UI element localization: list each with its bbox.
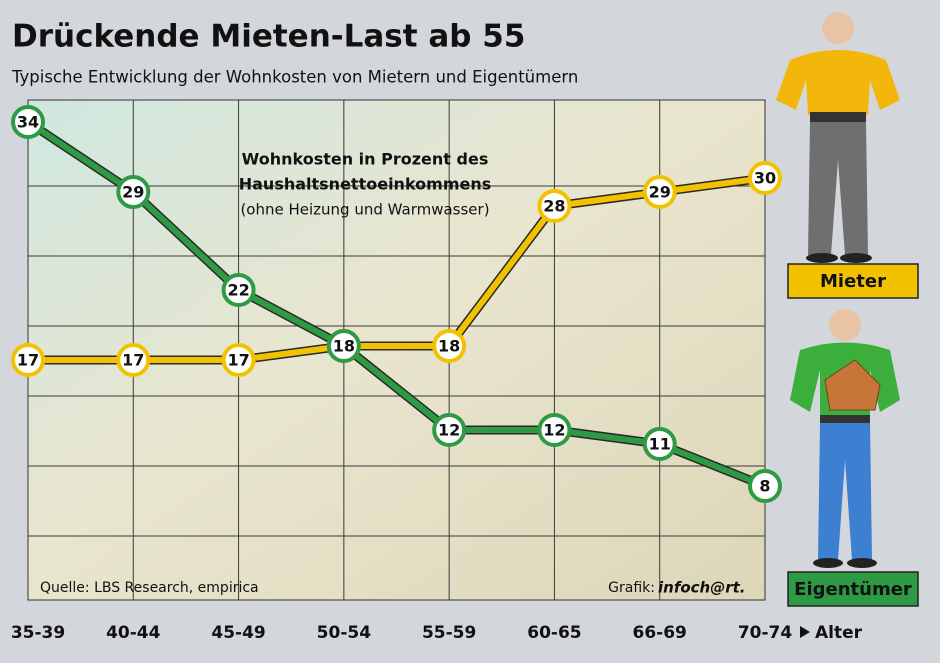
x-axis-label: Alter xyxy=(815,623,863,643)
point-marker xyxy=(748,469,782,503)
point-marker xyxy=(11,105,45,139)
legend-label: Eigentümer xyxy=(794,579,912,600)
data-label: 8 xyxy=(759,477,770,496)
x-tick-label: 60-65 xyxy=(527,623,581,643)
data-label: 29 xyxy=(649,183,671,202)
x-tick-label: 40-44 xyxy=(106,623,161,643)
data-label: 28 xyxy=(543,197,565,216)
chart-title: Drückende Mieten-Last ab 55 xyxy=(12,19,525,55)
point-marker xyxy=(326,329,361,363)
point-marker xyxy=(642,175,677,209)
x-tick-label: 66-69 xyxy=(633,623,687,643)
point-marker xyxy=(221,343,256,377)
x-tick-label: 50-54 xyxy=(317,623,372,643)
series-line xyxy=(26,119,767,489)
annotation: (ohne Heizung und Warmwasser) xyxy=(240,201,489,219)
renter-figure xyxy=(776,12,900,263)
data-label: 29 xyxy=(122,183,144,202)
series-line xyxy=(28,175,766,363)
x-tick-label: 35-39 xyxy=(11,623,65,643)
x-tick-label: 55-59 xyxy=(422,623,476,643)
point-marker xyxy=(116,343,151,377)
subtitle: Typische Entwicklung der Wohnkosten von … xyxy=(11,68,578,87)
legend-box xyxy=(787,571,919,607)
legend-box xyxy=(787,263,919,299)
data-label: 34 xyxy=(17,113,39,132)
owner-figure xyxy=(790,309,900,568)
data-label: 30 xyxy=(754,169,776,188)
point-marker xyxy=(537,189,572,223)
axis-arrow xyxy=(800,626,810,638)
legend-label: Mieter xyxy=(820,271,886,292)
annotation: Wohnkosten in Prozent des xyxy=(242,150,489,169)
data-label: 12 xyxy=(438,421,460,440)
data-label: 22 xyxy=(227,281,249,300)
source: Quelle: LBS Research, empirica xyxy=(40,580,259,596)
point-marker xyxy=(748,161,782,195)
point-marker xyxy=(537,413,572,447)
data-label: 17 xyxy=(122,351,144,370)
point-marker xyxy=(432,413,467,447)
point-marker xyxy=(642,427,677,461)
x-tick-label: 45-49 xyxy=(211,623,265,643)
data-label: 18 xyxy=(333,337,355,356)
data-label: 11 xyxy=(649,435,671,454)
data-label: 18 xyxy=(438,337,460,356)
data-label: 17 xyxy=(17,351,39,370)
point-marker xyxy=(11,343,45,377)
data-label: 17 xyxy=(227,351,249,370)
credit: infoch@rt. xyxy=(658,579,746,597)
x-tick-label: 70-74 xyxy=(738,623,793,643)
credit-label: Grafik: xyxy=(608,580,655,596)
point-marker xyxy=(432,329,467,363)
point-marker xyxy=(116,175,151,209)
annotation: Haushaltsnettoeinkommens xyxy=(239,175,492,194)
data-label: 12 xyxy=(543,421,565,440)
point-marker xyxy=(221,273,256,307)
